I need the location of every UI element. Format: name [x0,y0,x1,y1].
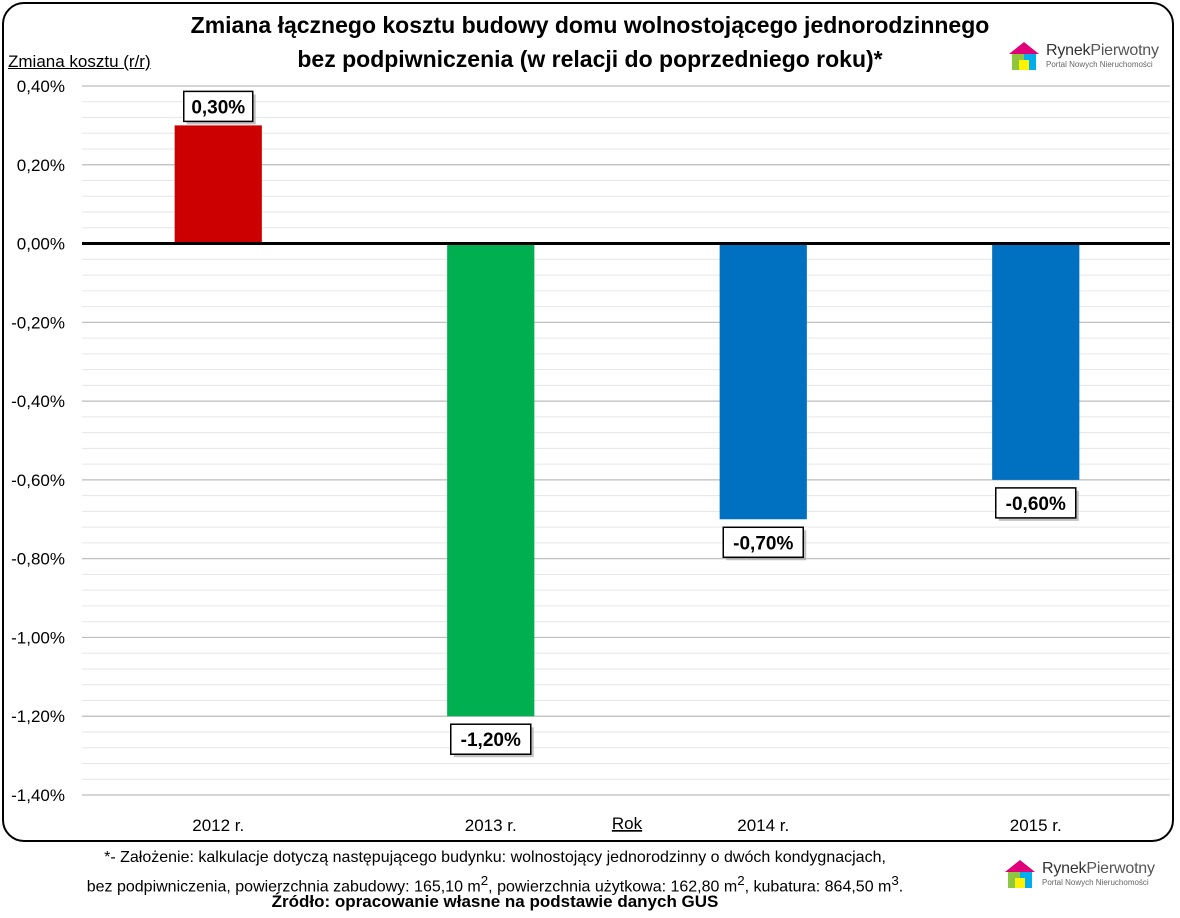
y-tick-label: -0,20% [11,313,65,332]
bar-3 [992,243,1080,480]
footnote: *- Założenie: kalkulacje dotyczą następu… [0,846,990,898]
house-logo-icon [1009,42,1039,70]
source-note: Źródło: opracowanie własne na podstawie … [271,892,719,911]
y-tick-label: -1,00% [11,628,65,647]
logo-brand-b: Pierwotny [1090,42,1159,59]
house-logo-icon [1005,860,1035,888]
y-axis-label: Zmiana kosztu (r/r) [8,52,151,71]
svg-text:-0,70%: -0,70% [733,533,793,554]
chart-title: Zmiana łącznego kosztu budowy domu wolno… [190,12,990,72]
rynekpierwotny-logo-bottom: RynekPierwotny Portal Nowych Nieruchomoś… [1002,856,1155,892]
data-label: -1,20% [450,723,534,758]
svg-text:-0,60%: -0,60% [1006,494,1066,515]
y-tick-label: -0,60% [11,471,65,490]
x-tick-label: 2012 r. [192,816,244,835]
x-tick-label: 2014 r. [737,816,789,835]
x-axis-label: Rok [612,814,643,833]
bar-0 [174,125,262,244]
rynekpierwotny-logo: RynekPierwotny Portal Nowych Nieruchomoś… [1006,38,1159,74]
footnote-line-2: bez podpiwniczenia, powierzchnia zabudow… [86,873,904,896]
y-tick-label: 0,20% [17,156,65,175]
x-tick-label: 2013 r. [465,816,517,835]
svg-text:-1,20%: -1,20% [461,730,521,751]
logo-tagline: Portal Nowych Nieruchomości [1042,878,1149,887]
data-label: -0,70% [722,526,807,561]
logo-brand-b: Pierwotny [1086,860,1155,877]
y-tick-label: -1,20% [11,707,65,726]
y-tick-label: -1,40% [11,786,65,805]
x-tick-label: 2015 r. [1010,816,1062,835]
logo-brand-a: Rynek [1046,42,1091,59]
y-tick-label: 0,40% [17,77,65,96]
y-tick-label: -0,40% [11,392,65,411]
y-tick-label: 0,00% [17,235,65,254]
bar-2 [719,243,807,520]
svg-text:0,30%: 0,30% [191,97,245,118]
logo-brand-a: Rynek [1042,860,1087,877]
logo-tagline: Portal Nowych Nieruchomości [1046,60,1153,69]
data-label: -0,60% [995,487,1079,521]
bar-1 [447,243,535,717]
data-label: 0,30% [183,90,256,125]
y-tick-label: -0,80% [11,550,65,569]
footnote-line-1: *- Założenie: kalkulacje dotyczą następu… [104,849,886,866]
